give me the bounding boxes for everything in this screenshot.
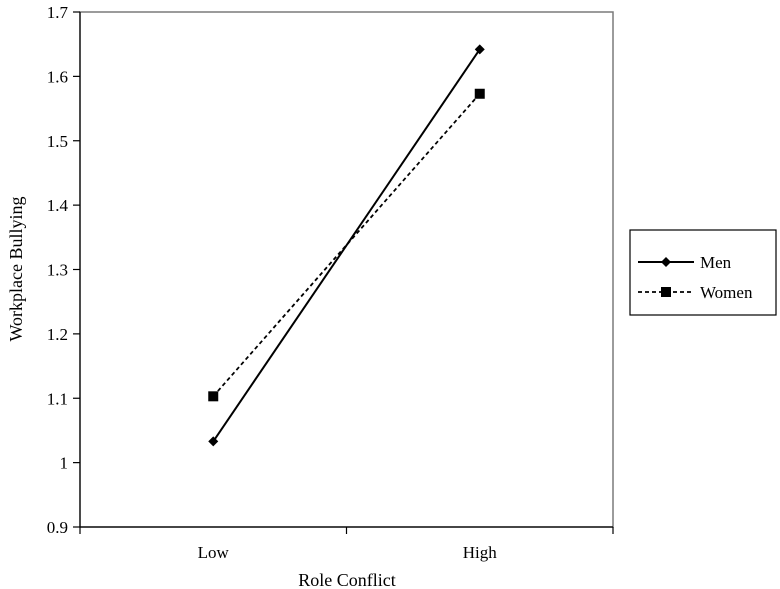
legend-marker [661,257,671,267]
series-layer [208,44,485,447]
series-men [208,44,485,447]
x-tick-label: Low [198,543,230,562]
data-point [474,44,485,55]
y-tick-label: 1.4 [47,196,69,215]
x-ticks: Low High [79,527,614,562]
y-ticks: 0.9 1 1.1 1.2 1.3 1.4 1.5 1.6 1.7 [47,3,80,537]
legend-label: Men [700,253,732,272]
y-tick-label: 1.6 [47,67,68,86]
series-line [212,48,481,442]
y-axis-title: Workplace Bullying [6,196,26,341]
data-point [208,391,219,402]
series-women [208,88,485,402]
y-tick-label: 1.7 [47,3,69,22]
y-tick-label: 1 [60,454,69,473]
legend: Men Women [629,229,777,316]
plot-area [79,11,614,528]
legend-label: Women [700,283,753,302]
data-point [474,88,485,99]
legend-items: Men Women [638,253,753,302]
y-tick-label: 1.3 [47,261,68,280]
legend-marker [661,287,671,297]
data-point [208,436,219,447]
y-tick-label: 1.1 [47,389,68,408]
legend-item: Women [638,283,753,302]
legend-item: Men [638,253,732,272]
y-tick-label: 0.9 [47,518,68,537]
x-tick-label: High [463,543,498,562]
y-tick-label: 1.5 [47,132,68,151]
y-tick-label: 1.2 [47,325,68,344]
x-axis-title: Role Conflict [298,570,396,589]
legend-box [629,229,777,316]
